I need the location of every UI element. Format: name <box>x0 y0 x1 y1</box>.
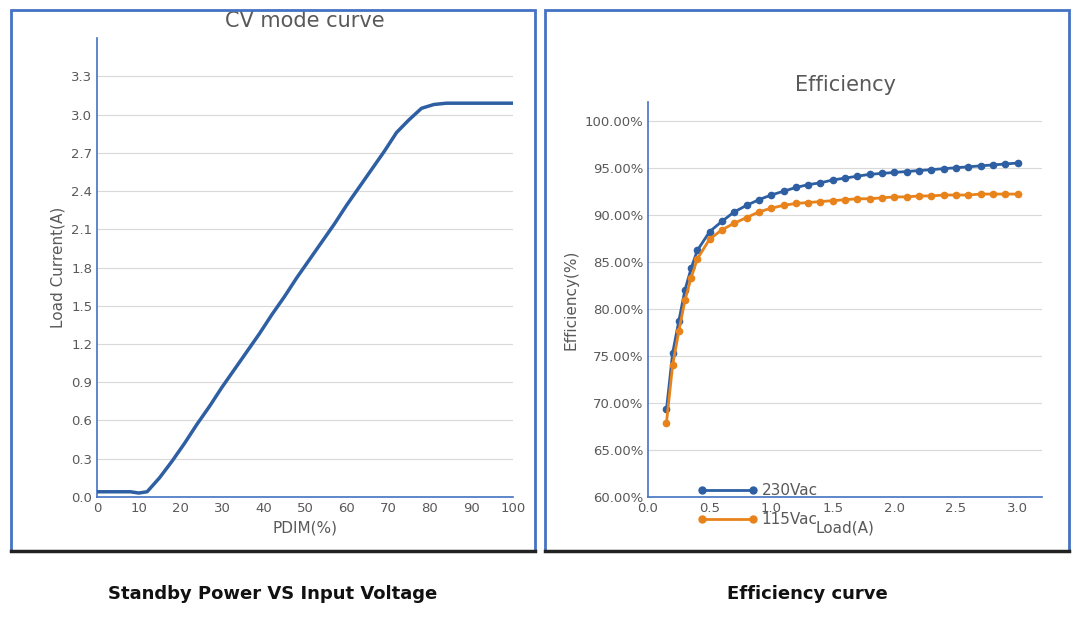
230Vac <box>888 169 901 176</box>
230Vac <box>789 183 802 191</box>
Line: 115Vac: 115Vac <box>663 191 1021 426</box>
Title: CV mode curve: CV mode curve <box>226 11 384 31</box>
115Vac <box>974 190 987 198</box>
115Vac <box>876 194 889 202</box>
230Vac <box>715 217 728 225</box>
115Vac <box>765 204 778 212</box>
115Vac <box>753 208 766 216</box>
230Vac <box>673 317 686 325</box>
Text: 115Vac: 115Vac <box>761 512 818 527</box>
230Vac <box>753 196 766 204</box>
230Vac <box>703 228 716 236</box>
Title: Efficiency: Efficiency <box>795 75 895 95</box>
115Vac <box>999 190 1012 198</box>
Line: 230Vac: 230Vac <box>663 160 1021 413</box>
230Vac <box>666 349 679 357</box>
115Vac <box>913 192 926 200</box>
230Vac <box>728 208 741 216</box>
115Vac <box>986 190 999 198</box>
230Vac <box>826 176 839 184</box>
115Vac <box>801 199 814 206</box>
Text: 230Vac: 230Vac <box>761 483 818 498</box>
115Vac <box>924 192 937 200</box>
230Vac <box>876 169 889 177</box>
115Vac <box>691 255 704 263</box>
115Vac <box>851 195 864 203</box>
230Vac <box>801 181 814 189</box>
115Vac <box>789 199 802 207</box>
Text: Efficiency curve: Efficiency curve <box>727 585 888 603</box>
230Vac <box>937 165 950 173</box>
115Vac <box>1011 190 1024 198</box>
230Vac <box>913 167 926 175</box>
230Vac <box>962 163 975 171</box>
230Vac <box>851 173 864 180</box>
115Vac <box>678 296 691 304</box>
115Vac <box>728 219 741 227</box>
230Vac <box>740 201 753 209</box>
Y-axis label: Load Current(A): Load Current(A) <box>51 207 66 328</box>
230Vac <box>863 171 876 178</box>
230Vac <box>949 164 962 171</box>
115Vac <box>826 197 839 204</box>
115Vac <box>666 361 679 369</box>
230Vac <box>685 264 698 272</box>
115Vac <box>715 226 728 234</box>
115Vac <box>703 236 716 243</box>
230Vac <box>839 175 852 182</box>
115Vac <box>901 193 914 201</box>
115Vac <box>814 197 827 205</box>
230Vac <box>691 247 704 254</box>
230Vac <box>777 187 789 195</box>
230Vac <box>974 162 987 169</box>
115Vac <box>660 419 673 426</box>
115Vac <box>673 327 686 335</box>
115Vac <box>888 193 901 201</box>
X-axis label: PDIM(%): PDIM(%) <box>272 520 338 535</box>
X-axis label: Load(A): Load(A) <box>815 520 875 535</box>
115Vac <box>740 214 753 222</box>
230Vac <box>814 179 827 187</box>
230Vac <box>678 286 691 294</box>
115Vac <box>685 274 698 282</box>
230Vac <box>1011 159 1024 167</box>
230Vac <box>765 191 778 199</box>
230Vac <box>999 160 1012 168</box>
230Vac <box>924 166 937 173</box>
230Vac <box>660 406 673 413</box>
230Vac <box>901 168 914 175</box>
115Vac <box>839 196 852 204</box>
Text: Standby Power VS Input Voltage: Standby Power VS Input Voltage <box>108 585 437 603</box>
115Vac <box>962 191 975 199</box>
115Vac <box>949 191 962 199</box>
115Vac <box>863 195 876 203</box>
230Vac <box>986 161 999 169</box>
115Vac <box>937 191 950 199</box>
115Vac <box>777 201 789 209</box>
Y-axis label: Efficiency(%): Efficiency(%) <box>564 249 579 350</box>
